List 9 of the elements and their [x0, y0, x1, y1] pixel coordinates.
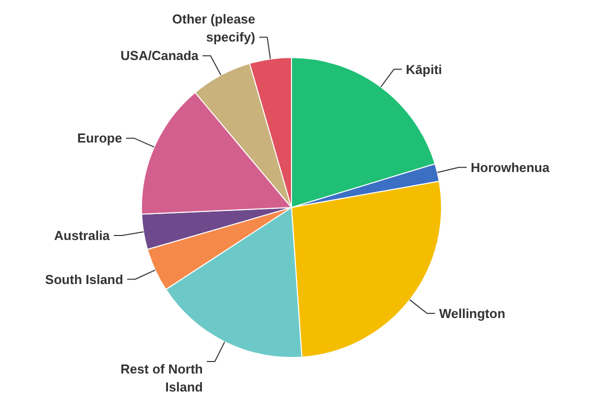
slice-label: Australia	[54, 228, 111, 243]
slice-label: Europe	[77, 130, 122, 146]
slice-label: Kāpiti	[406, 62, 442, 77]
slice-label: South Island	[45, 272, 124, 287]
slice-label: Rest of North Island	[120, 361, 203, 394]
slice-label: Horowhenua	[470, 160, 550, 175]
slice-label: Wellington	[439, 306, 506, 321]
slice-label: USA/Canada	[120, 48, 200, 64]
slice-label: Other (please specify)	[172, 12, 256, 45]
